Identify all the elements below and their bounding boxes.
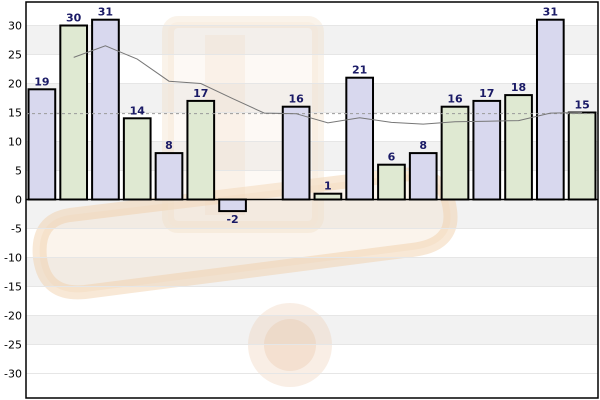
- grid-band: [26, 257, 598, 287]
- y-tick-label: 0: [15, 194, 22, 207]
- bar: [27, 88, 57, 201]
- bar: [281, 105, 311, 201]
- y-tick-label: 30: [8, 20, 22, 33]
- bar: [504, 94, 533, 201]
- bar: [218, 198, 247, 213]
- bars: [27, 18, 597, 213]
- bar-value-label: 15: [574, 99, 589, 112]
- bar-value-label: -2: [226, 213, 238, 226]
- y-tick-label: -5: [11, 223, 22, 236]
- trend-lines: [26, 45, 598, 125]
- y-tick-label: 20: [8, 78, 22, 91]
- bar: [535, 18, 565, 201]
- bar-value-label: 16: [288, 93, 304, 106]
- bar-value-label: 8: [165, 139, 173, 152]
- bar: [313, 192, 343, 201]
- grid-band: [26, 199, 598, 229]
- bar-value-label: 31: [543, 6, 558, 19]
- bar: [408, 152, 438, 201]
- bar-value-label: 19: [34, 75, 49, 88]
- y-tick-label: -30: [4, 368, 22, 381]
- grid-band: [26, 83, 598, 113]
- bar: [91, 18, 120, 201]
- y-tick-label: 5: [15, 165, 22, 178]
- bar-value-label: 21: [352, 64, 367, 77]
- y-tick-label: -25: [4, 339, 22, 352]
- bar: [59, 24, 89, 201]
- y-tick-label: -15: [4, 281, 22, 294]
- grid-band: [26, 315, 598, 345]
- y-tick-label: -20: [4, 310, 22, 323]
- bar-value-label: 17: [193, 87, 208, 100]
- bar: [122, 117, 152, 201]
- bar: [472, 99, 502, 201]
- moving-average-line: [73, 45, 583, 125]
- bar-value-label: 17: [479, 87, 494, 100]
- bar-value-label: 31: [98, 6, 113, 19]
- bar: [440, 105, 470, 201]
- bar-value-label: 18: [511, 81, 526, 94]
- grid-lines: [26, 25, 598, 374]
- value-labels: 19 30 31 14 8 17 -2 16 1 21 6 8 16 17 18 31 15: [34, 6, 590, 226]
- bar: [154, 152, 184, 201]
- bar: [377, 163, 406, 201]
- bar-value-label: 8: [419, 139, 427, 152]
- y-tick-label: -10: [4, 252, 22, 265]
- bar-value-label: 30: [66, 12, 82, 25]
- y-tick-label: 25: [8, 49, 22, 62]
- bar-value-label: 6: [388, 151, 396, 164]
- bar-value-label: 14: [130, 104, 146, 117]
- bar: [567, 111, 597, 201]
- y-tick-label: 10: [8, 136, 22, 149]
- grid-band: [26, 141, 598, 171]
- grid-band: [26, 25, 598, 55]
- bar-value-label: 1: [324, 180, 332, 193]
- bar-value-label: 16: [447, 93, 463, 106]
- axes: [25, 1, 599, 399]
- y-tick-label: 15: [8, 107, 22, 120]
- bar: [186, 99, 216, 201]
- bar: [345, 76, 375, 201]
- y-tick-labels: 30 25 20 15 10 5 0 -5 -10 -15 -20 -25 -30: [4, 20, 22, 381]
